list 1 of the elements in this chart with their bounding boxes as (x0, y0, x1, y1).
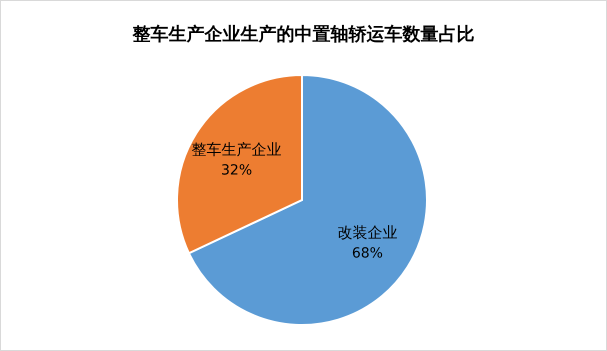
chart-title: 整车生产企业生产的中置轴轿运车数量占比 (132, 24, 474, 45)
